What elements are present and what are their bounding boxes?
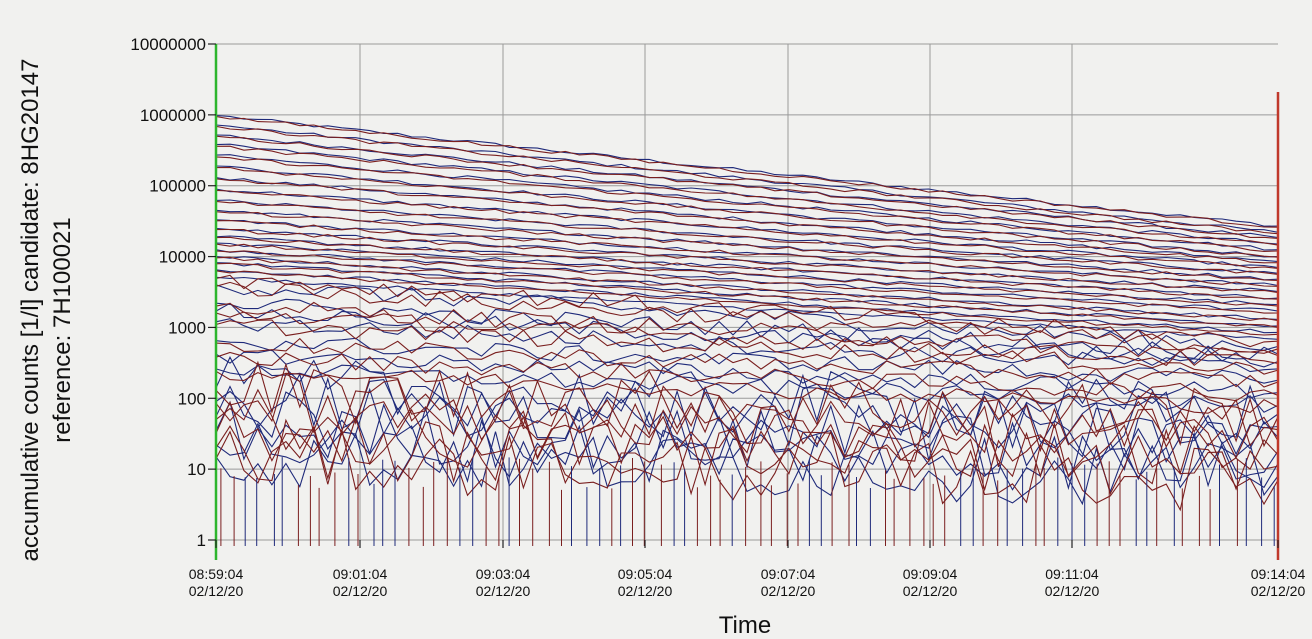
- series-line: [215, 156, 1279, 252]
- x-tick-label-time: 09:14:04: [1251, 566, 1306, 582]
- series-line: [215, 337, 1279, 384]
- series-line: [215, 236, 1279, 300]
- y-tick-label: 1000: [168, 318, 206, 337]
- series-line: [215, 298, 1279, 360]
- y-axis-ticks: 10000000 1000000 100000 10000 1000 100 10 1: [130, 35, 216, 550]
- series-line: [215, 250, 1279, 314]
- x-tick-label-time: 09:11:04: [1045, 566, 1099, 582]
- series-line: [215, 418, 1279, 496]
- series-line: [215, 400, 1279, 485]
- series-line: [215, 360, 1279, 448]
- series-line: [215, 243, 1279, 307]
- y-axis-title-line2: reference: 7H100021: [49, 217, 76, 443]
- series-line: [215, 302, 1279, 368]
- series-line: [215, 125, 1279, 235]
- series-line: [215, 319, 1279, 375]
- series-line: [215, 270, 1279, 336]
- series-line: [215, 220, 1279, 287]
- x-tick-label-date: 02/12/20: [761, 583, 816, 599]
- y-tick-label: 100000: [149, 177, 206, 196]
- series-line: [215, 269, 1279, 334]
- x-tick-label-time: 09:05:04: [618, 566, 673, 582]
- series-line: [215, 281, 1279, 354]
- x-tick-label-date: 02/12/20: [903, 583, 958, 599]
- series-line: [215, 373, 1279, 454]
- y-tick-label: 100: [178, 389, 206, 408]
- series-line: [215, 427, 1279, 512]
- series-line: [215, 165, 1279, 258]
- series-line: [215, 166, 1279, 258]
- x-axis-ticks: 08:59:0402/12/2009:01:0402/12/2009:03:04…: [189, 540, 1306, 599]
- x-tick-label-time: 09:07:04: [761, 566, 816, 582]
- series-line: [215, 262, 1279, 328]
- series-line: [215, 115, 1279, 228]
- y-tick-label: 10000: [159, 248, 206, 267]
- series-line: [215, 388, 1279, 469]
- series-line: [215, 178, 1279, 264]
- y-tick-label: 10000000: [130, 35, 206, 54]
- series-line: [215, 256, 1279, 322]
- series-line: [215, 114, 1279, 227]
- series-line: [215, 274, 1279, 348]
- series-line: [215, 154, 1279, 251]
- series-line: [215, 189, 1279, 269]
- y-tick-label: 1000000: [140, 106, 206, 125]
- y-tick-label: 1: [197, 531, 206, 550]
- series-line: [215, 301, 1279, 358]
- x-tick-label-time: 09:03:04: [476, 566, 531, 582]
- series-line: [215, 385, 1279, 462]
- x-axis-title: Time: [719, 612, 771, 639]
- x-tick-label-date: 02/12/20: [333, 583, 388, 599]
- series-line: [215, 200, 1279, 275]
- series-line: [215, 235, 1279, 300]
- x-tick-label-time: 09:01:04: [333, 566, 388, 582]
- x-tick-label-date: 02/12/20: [476, 583, 531, 599]
- y-tick-label: 10: [187, 460, 206, 479]
- x-tick-label-time: 08:59:04: [189, 566, 244, 582]
- x-tick-label-time: 09:09:04: [903, 566, 958, 582]
- x-tick-label-date: 02/12/20: [1045, 583, 1100, 599]
- series-line: [215, 228, 1279, 294]
- series-line: [215, 209, 1279, 281]
- series-line: [215, 372, 1279, 456]
- series-line: [215, 369, 1279, 414]
- series-line: [215, 145, 1279, 246]
- series-line: [215, 219, 1279, 287]
- series-line: [215, 337, 1279, 388]
- series-line: [215, 351, 1279, 402]
- series-line: [215, 135, 1279, 240]
- range-markers: [214, 44, 1280, 560]
- series-line: [215, 349, 1279, 399]
- x-tick-label-date: 02/12/20: [1251, 583, 1306, 599]
- series-line: [215, 311, 1279, 367]
- series-line: [215, 211, 1279, 282]
- y-axis-title-line1: accumulative counts [1/l] candidate: 8HG…: [17, 59, 44, 562]
- series-layer: [215, 114, 1279, 546]
- x-tick-label-date: 02/12/20: [618, 583, 673, 599]
- x-tick-label-date: 02/12/20: [189, 583, 244, 599]
